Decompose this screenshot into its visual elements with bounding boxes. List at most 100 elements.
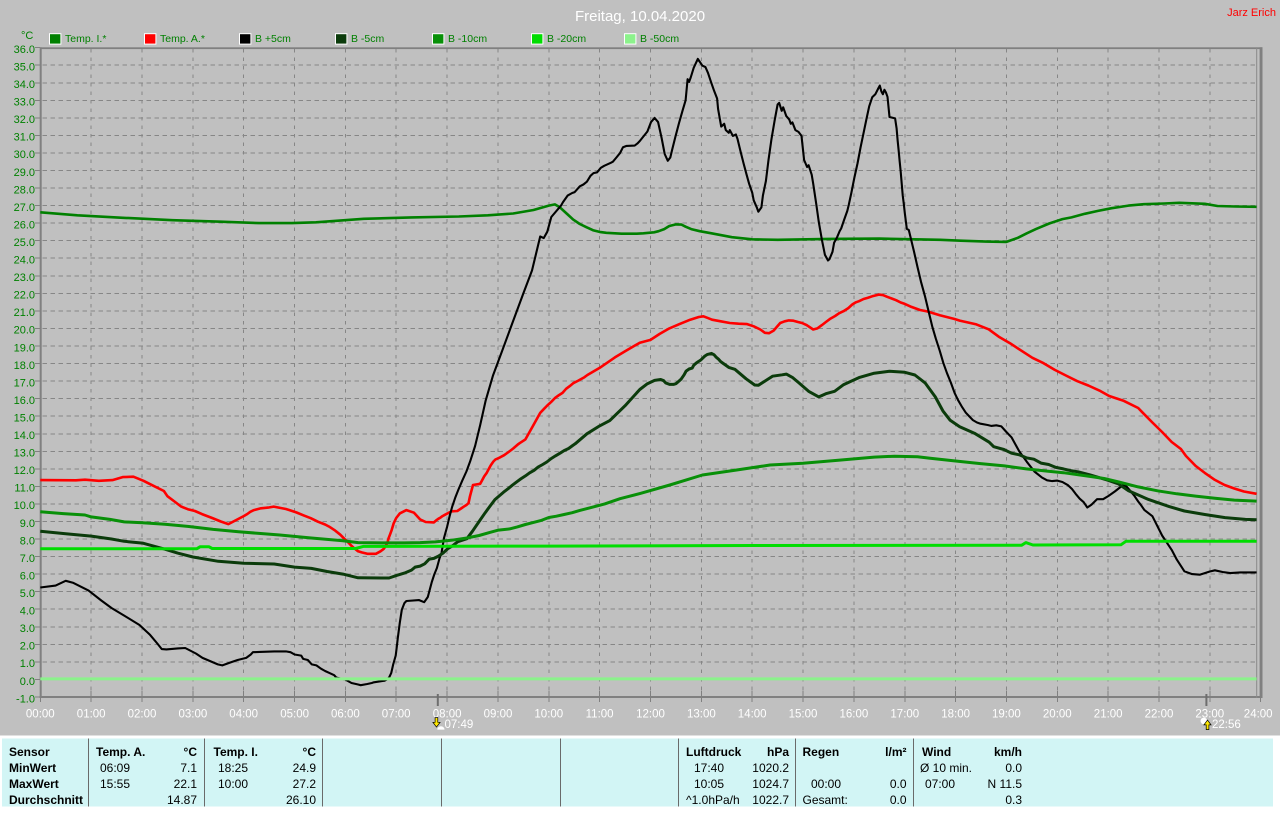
svg-text:hPa: hPa xyxy=(767,745,789,759)
svg-text:Gesamt:: Gesamt: xyxy=(803,793,848,807)
svg-text:Sensor: Sensor xyxy=(9,745,50,759)
svg-text:Jarz Erich: Jarz Erich xyxy=(1227,7,1276,19)
svg-text:B -5cm: B -5cm xyxy=(351,33,385,45)
svg-text:06:00: 06:00 xyxy=(331,708,360,720)
svg-text:Regen: Regen xyxy=(803,745,840,759)
svg-text:07:49: 07:49 xyxy=(445,719,474,731)
svg-text:10:05: 10:05 xyxy=(694,777,724,791)
svg-text:9.0: 9.0 xyxy=(20,518,35,530)
svg-text:1024.7: 1024.7 xyxy=(752,777,789,791)
svg-text:16:00: 16:00 xyxy=(840,708,869,720)
svg-text:07:00: 07:00 xyxy=(382,708,411,720)
svg-text:28.0: 28.0 xyxy=(14,184,35,196)
svg-text:09:00: 09:00 xyxy=(484,708,513,720)
svg-text:21:00: 21:00 xyxy=(1094,708,1123,720)
svg-text:-1.0: -1.0 xyxy=(16,693,35,705)
svg-text:^1.0hPa/h: ^1.0hPa/h xyxy=(686,793,740,807)
svg-text:15.0: 15.0 xyxy=(14,413,35,425)
svg-text:°C: °C xyxy=(303,745,317,759)
svg-text:7.1: 7.1 xyxy=(180,761,197,775)
svg-text:00:00: 00:00 xyxy=(26,708,55,720)
svg-text:24.9: 24.9 xyxy=(293,761,317,775)
svg-text:N 11.5: N 11.5 xyxy=(988,777,1023,791)
svg-text:00:00: 00:00 xyxy=(811,777,841,791)
svg-text:Luftdruck: Luftdruck xyxy=(686,745,742,759)
svg-text:19:00: 19:00 xyxy=(992,708,1021,720)
svg-text:2.0: 2.0 xyxy=(20,641,35,653)
svg-text:5.0: 5.0 xyxy=(20,588,35,600)
svg-text:MaxWert: MaxWert xyxy=(9,777,59,791)
svg-text:Temp. I.: Temp. I. xyxy=(214,745,258,759)
svg-text:20.0: 20.0 xyxy=(14,325,35,337)
svg-text:Ø 10 min.: Ø 10 min. xyxy=(920,761,972,775)
svg-text:6.0: 6.0 xyxy=(20,570,35,582)
svg-text:27.0: 27.0 xyxy=(14,202,35,214)
svg-text:27.2: 27.2 xyxy=(293,777,317,791)
svg-text:14.0: 14.0 xyxy=(14,430,35,442)
svg-text:36.0: 36.0 xyxy=(14,44,35,56)
svg-text:10:00: 10:00 xyxy=(218,777,248,791)
svg-text:34.0: 34.0 xyxy=(14,79,35,91)
svg-text:03:00: 03:00 xyxy=(179,708,208,720)
svg-text:22.0: 22.0 xyxy=(14,290,35,302)
svg-text:17.0: 17.0 xyxy=(14,377,35,389)
svg-text:20:00: 20:00 xyxy=(1043,708,1072,720)
svg-text:0.0: 0.0 xyxy=(890,793,907,807)
svg-text:24.0: 24.0 xyxy=(14,255,35,267)
svg-text:24:00: 24:00 xyxy=(1244,708,1273,720)
svg-text:0.0: 0.0 xyxy=(890,777,907,791)
svg-text:18:00: 18:00 xyxy=(941,708,970,720)
svg-text:05:00: 05:00 xyxy=(280,708,309,720)
svg-text:4.0: 4.0 xyxy=(20,606,35,618)
svg-text:12:00: 12:00 xyxy=(636,708,665,720)
svg-text:01:00: 01:00 xyxy=(77,708,106,720)
svg-text:22:56: 22:56 xyxy=(1212,719,1241,731)
svg-text:22.1: 22.1 xyxy=(174,777,198,791)
svg-text:35.0: 35.0 xyxy=(14,62,35,74)
svg-text:21.0: 21.0 xyxy=(14,307,35,319)
svg-text:02:00: 02:00 xyxy=(128,708,157,720)
svg-text:1.0: 1.0 xyxy=(20,658,35,670)
svg-text:08:00: 08:00 xyxy=(433,708,462,720)
svg-text:31.0: 31.0 xyxy=(14,132,35,144)
svg-text:14.87: 14.87 xyxy=(167,793,197,807)
svg-text:22:00: 22:00 xyxy=(1145,708,1174,720)
svg-text:Temp. I.*: Temp. I.* xyxy=(65,33,106,45)
svg-text:30.0: 30.0 xyxy=(14,149,35,161)
svg-text:18.0: 18.0 xyxy=(14,360,35,372)
svg-text:MinWert: MinWert xyxy=(9,761,56,775)
svg-text:Durchschnitt: Durchschnitt xyxy=(9,793,83,807)
svg-text:l/m²: l/m² xyxy=(885,745,906,759)
svg-text:B -50cm: B -50cm xyxy=(640,33,679,45)
svg-text:33.0: 33.0 xyxy=(14,97,35,109)
svg-text:11.0: 11.0 xyxy=(14,483,35,495)
svg-text:B -20cm: B -20cm xyxy=(547,33,586,45)
svg-text:Wind: Wind xyxy=(922,745,951,759)
svg-text:°C: °C xyxy=(21,30,33,42)
svg-text:19.0: 19.0 xyxy=(14,342,35,354)
svg-text:7.0: 7.0 xyxy=(20,553,35,565)
svg-text:32.0: 32.0 xyxy=(14,114,35,126)
svg-text:23.0: 23.0 xyxy=(14,272,35,284)
svg-text:15:00: 15:00 xyxy=(789,708,818,720)
svg-text:17:00: 17:00 xyxy=(890,708,919,720)
svg-text:26.0: 26.0 xyxy=(14,219,35,231)
svg-text:15:55: 15:55 xyxy=(100,777,130,791)
svg-text:Temp. A.*: Temp. A.* xyxy=(160,33,205,45)
svg-text:07:00: 07:00 xyxy=(925,777,955,791)
svg-text:°C: °C xyxy=(184,745,198,759)
svg-text:11:00: 11:00 xyxy=(586,708,614,720)
svg-text:25.0: 25.0 xyxy=(14,237,35,249)
svg-text:29.0: 29.0 xyxy=(14,167,35,179)
svg-text:13.0: 13.0 xyxy=(14,448,35,460)
svg-text:10:00: 10:00 xyxy=(534,708,563,720)
svg-text:3.0: 3.0 xyxy=(20,623,35,635)
svg-text:1022.7: 1022.7 xyxy=(752,793,789,807)
svg-text:13:00: 13:00 xyxy=(687,708,716,720)
svg-text:Freitag, 10.04.2020: Freitag, 10.04.2020 xyxy=(575,8,705,25)
svg-text:10.0: 10.0 xyxy=(14,500,35,512)
svg-text:04:00: 04:00 xyxy=(229,708,258,720)
svg-text:1020.2: 1020.2 xyxy=(752,761,789,775)
svg-text:0.3: 0.3 xyxy=(1005,793,1022,807)
svg-text:Temp. A.: Temp. A. xyxy=(96,745,145,759)
